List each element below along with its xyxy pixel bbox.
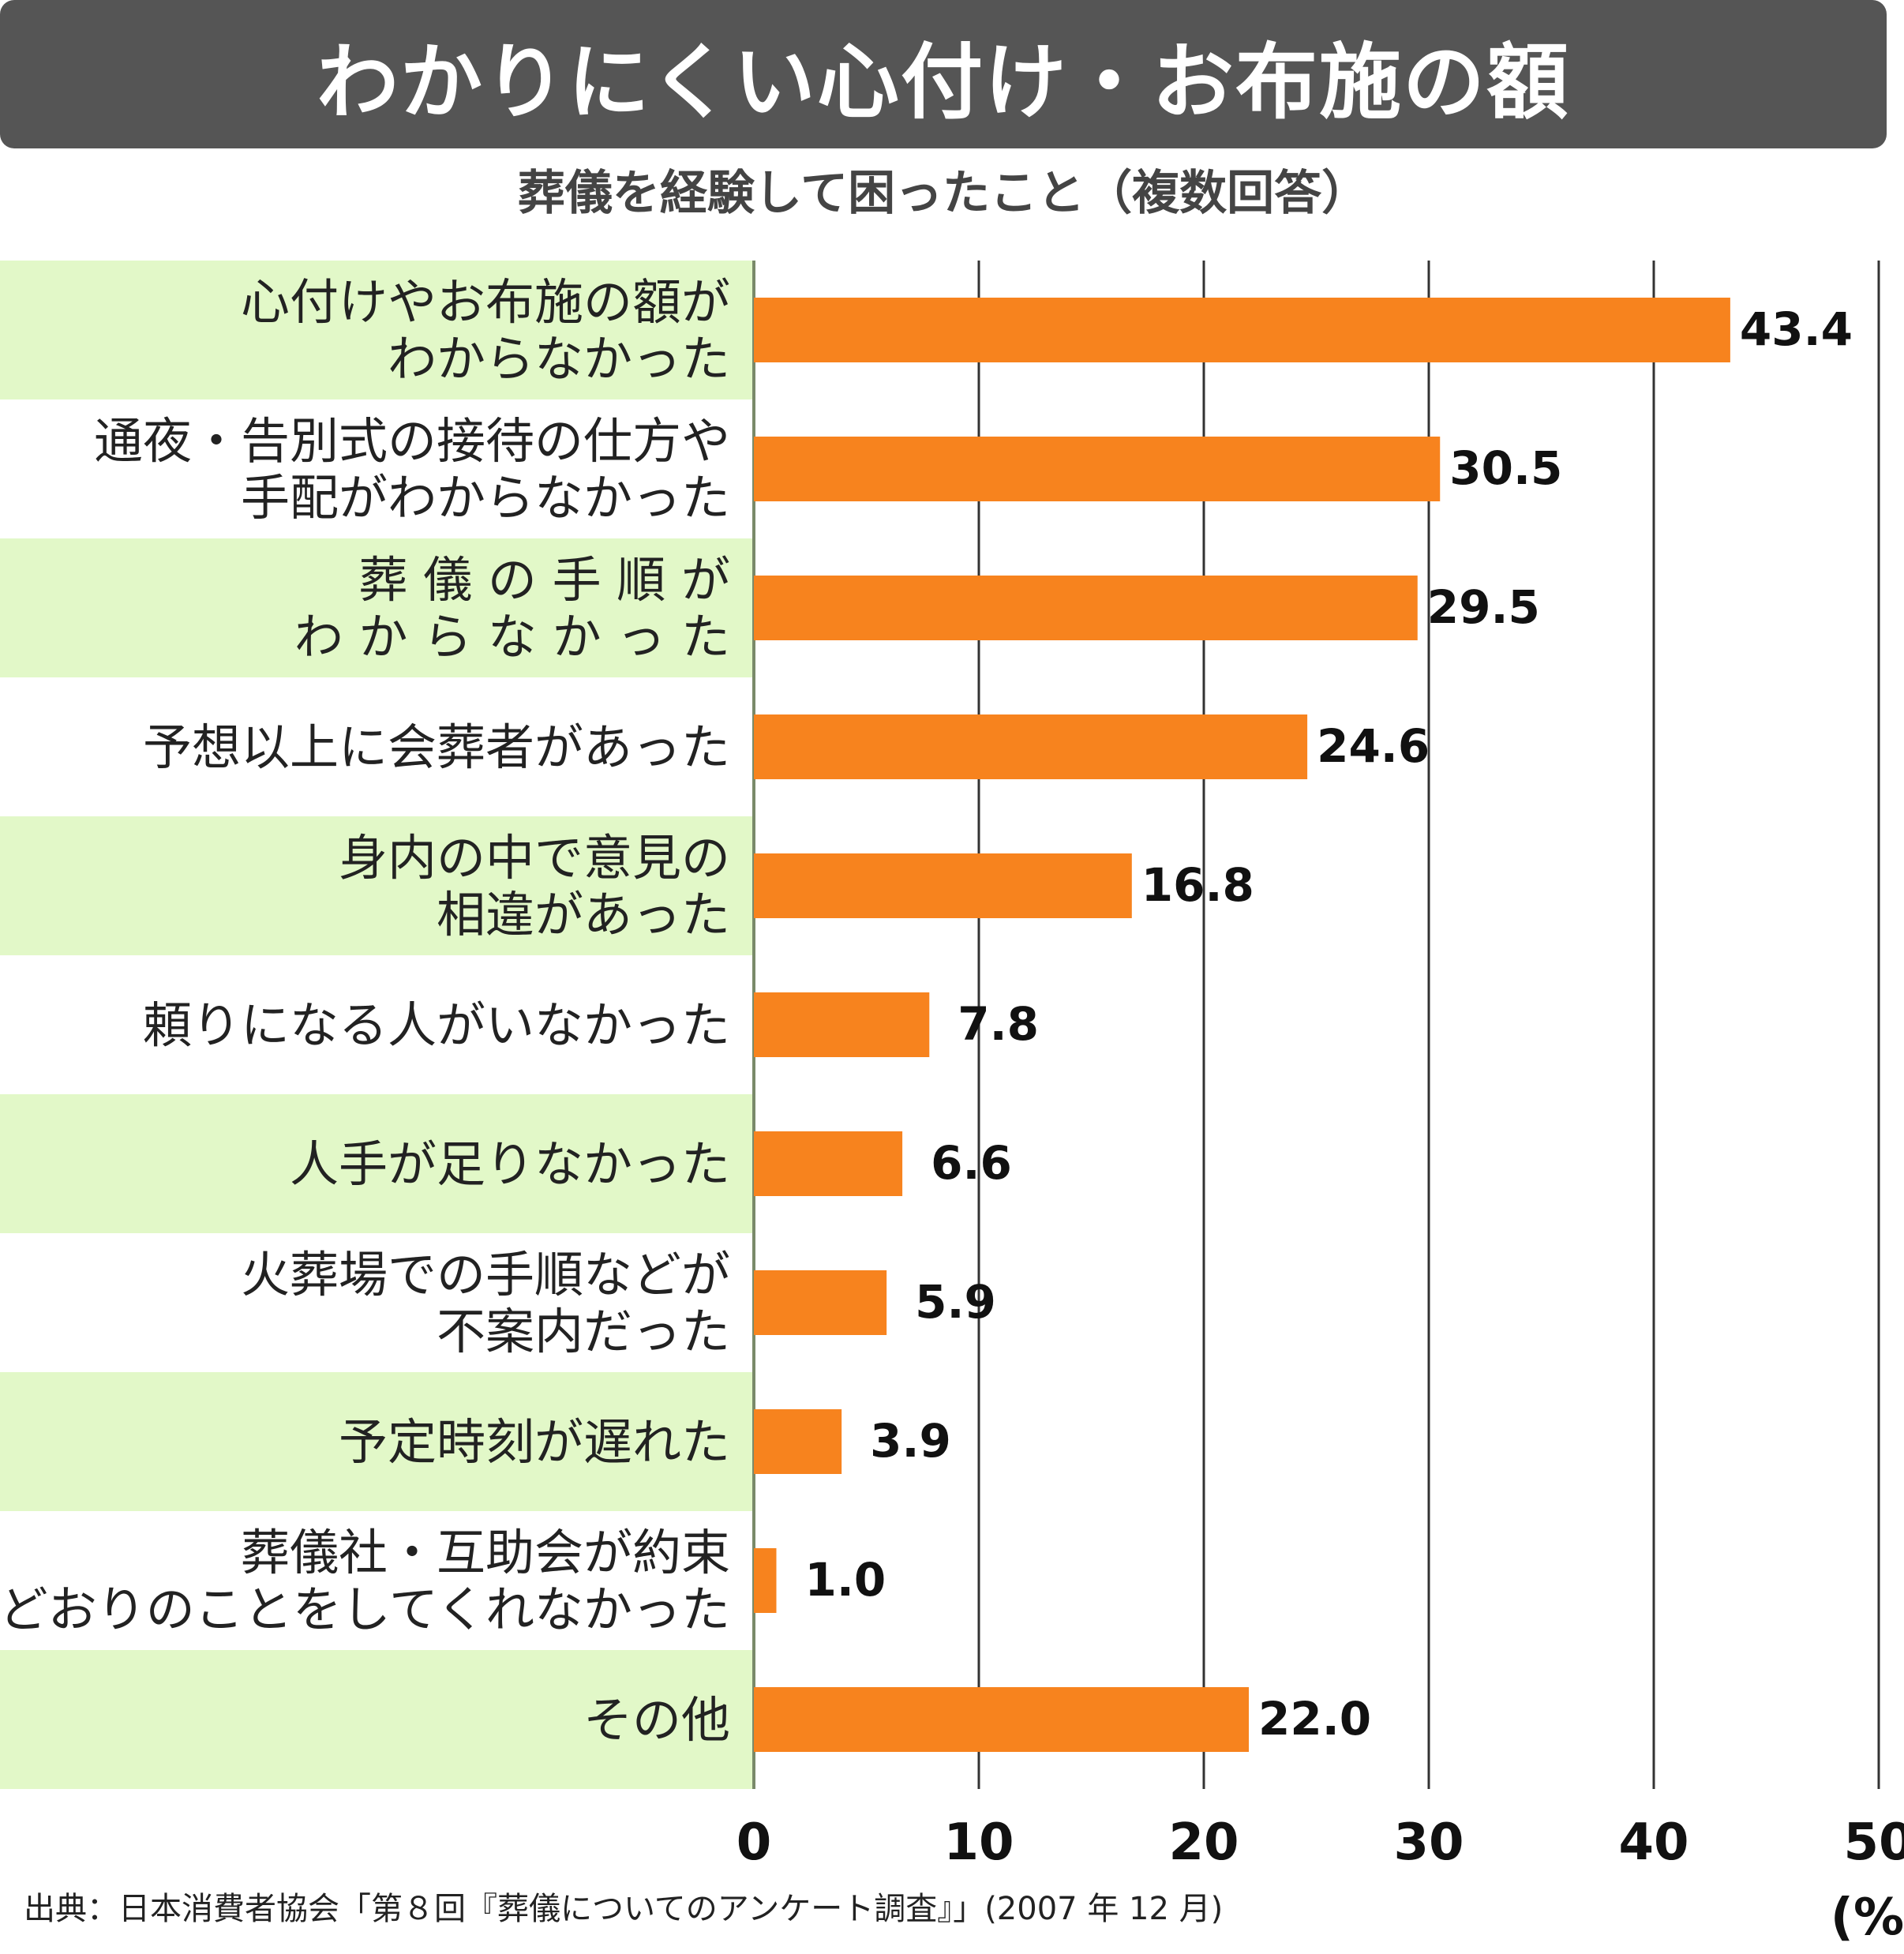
category-label: わからなかった (388, 330, 730, 388)
data-label: 7.8 (958, 997, 1039, 1051)
category-label: 予想以上に会葬者があった (143, 718, 730, 776)
category-label: その他 (583, 1691, 730, 1749)
data-label: 5.9 (915, 1275, 996, 1329)
category-label: 通夜・告別式の接待の仕方や (94, 412, 730, 470)
category-label: 予定時刻が遅れた (339, 1413, 730, 1471)
category-label: 心付けやお布施の額が (241, 273, 730, 331)
tick-label: 10 (943, 1813, 1014, 1872)
data-label: 43.4 (1740, 302, 1853, 356)
category-row-background (0, 1372, 754, 1511)
tick-label: 0 (736, 1813, 772, 1872)
category-label: わ か ら な か っ た (294, 608, 730, 666)
category-label: 相違があった (437, 886, 730, 943)
category-row-background (0, 1094, 754, 1233)
chart-title: わかりにくい心付け・お布施の額 (317, 33, 1570, 130)
data-label: 3.9 (870, 1414, 951, 1468)
category-label: 葬儀社・互助会が約束 (241, 1524, 730, 1581)
category-row-background (0, 816, 754, 955)
category-label: どおりのことをしてくれなかった (0, 1581, 730, 1638)
category-label: 葬 儀 の 手 順 が (358, 551, 730, 609)
data-label: 29.5 (1427, 580, 1540, 634)
data-label: 30.5 (1449, 441, 1562, 495)
unit-label: (%) (1831, 1888, 1904, 1947)
category-row-background (0, 1650, 754, 1789)
bar (754, 853, 1132, 918)
category-label: 頼りになる人がいなかった (143, 996, 730, 1054)
category-label: 人手が足りなかった (290, 1135, 730, 1193)
category-row-background (0, 261, 754, 399)
tick-label: 40 (1618, 1813, 1688, 1872)
bar (754, 992, 930, 1057)
data-label: 22.0 (1258, 1692, 1371, 1746)
category-label: 手配がわからなかった (241, 469, 730, 527)
bar (754, 576, 1418, 640)
category-label: 身内の中で意見の (339, 829, 730, 887)
tick-label: 30 (1393, 1813, 1464, 1872)
category-label: 火葬場での手順などが (241, 1246, 730, 1303)
bar (754, 1548, 777, 1613)
bar (754, 437, 1441, 501)
bar (754, 1409, 842, 1474)
bar (754, 298, 1730, 362)
bar (754, 1687, 1249, 1752)
data-label: 6.6 (931, 1136, 1012, 1190)
data-label: 1.0 (805, 1553, 886, 1607)
tick-label: 50 (1843, 1813, 1904, 1872)
source-note: 出典：日本消費者協会「第８回『葬儀についてのアンケート調査』」(2007 年 1… (24, 1891, 1224, 1927)
tick-label: 20 (1168, 1813, 1239, 1872)
data-label: 16.8 (1141, 858, 1254, 912)
chart-subtitle: 葬儀を経験して困ったこと（複数回答） (517, 166, 1370, 221)
bar (754, 1131, 903, 1196)
data-label: 24.6 (1317, 719, 1430, 773)
bar (754, 714, 1308, 779)
title-bar: わかりにくい心付け・お布施の額 (0, 0, 1887, 148)
category-row-background (0, 538, 754, 677)
bar (754, 1270, 887, 1335)
category-label: 不案内だった (437, 1303, 730, 1360)
